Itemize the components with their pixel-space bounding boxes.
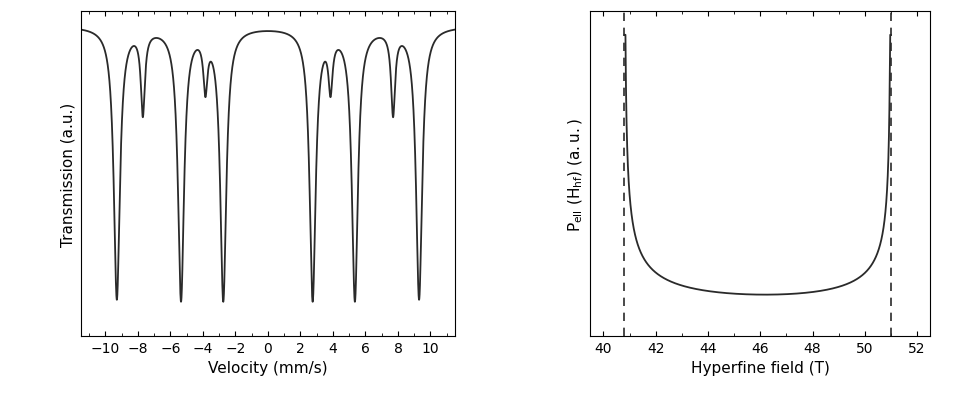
Y-axis label: $\mathrm{P_{ell}}\ \mathrm{(H_{hf})}\ \mathrm{(a.u.)}$: $\mathrm{P_{ell}}\ \mathrm{(H_{hf})}\ \m… (566, 117, 584, 231)
X-axis label: Hyperfine field (T): Hyperfine field (T) (690, 360, 829, 375)
X-axis label: Velocity (mm/s): Velocity (mm/s) (208, 360, 328, 375)
Y-axis label: Transmission (a.u.): Transmission (a.u.) (60, 102, 75, 246)
